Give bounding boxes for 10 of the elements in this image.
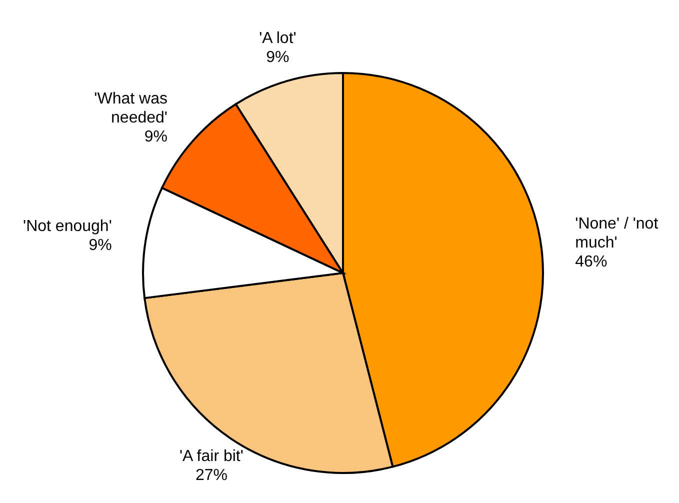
data-label: 46% (575, 254, 608, 271)
data-label: 9% (88, 237, 112, 254)
slice-label: 'A fair bit' (180, 448, 244, 466)
data-label: 27% (195, 467, 228, 484)
slice-label: 'None' / 'not much' (575, 216, 659, 252)
slice-label: 'What was needed' (94, 90, 168, 126)
slice-label: 'A lot' (259, 30, 296, 48)
data-label: 9% (266, 49, 290, 66)
data-label: 9% (144, 128, 168, 146)
slice-label: 'Not enough' (23, 218, 112, 236)
